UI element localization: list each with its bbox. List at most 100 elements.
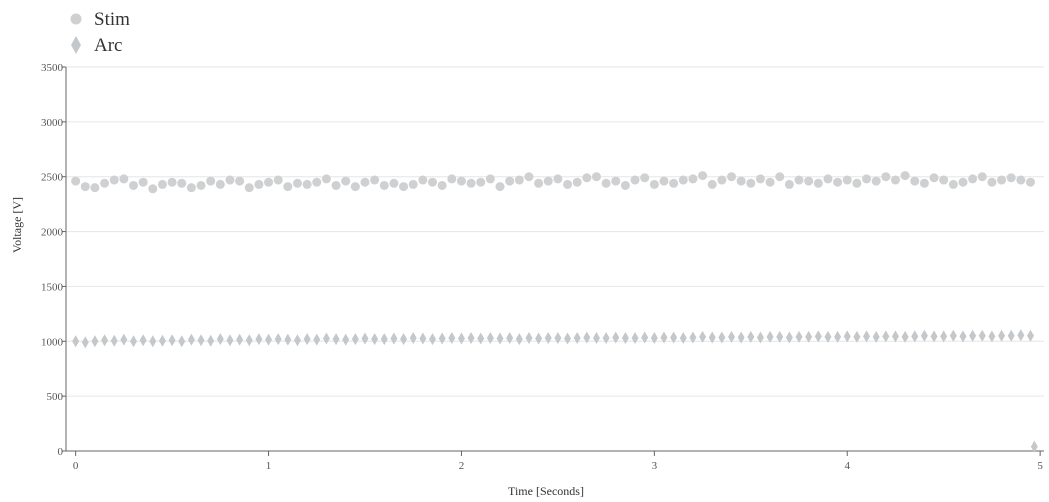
stim-point [784, 179, 794, 189]
arc-point [814, 330, 822, 343]
stim-point [206, 176, 216, 186]
arc-point [1017, 329, 1025, 342]
arc-point [72, 335, 80, 348]
arc-point [101, 334, 109, 347]
stim-point [514, 175, 524, 185]
x-tick-label: 5 [1037, 460, 1043, 472]
stim-point [659, 176, 669, 186]
stim-point [987, 177, 997, 187]
arc-point [496, 332, 504, 345]
stim-point [900, 171, 910, 181]
arc-point [515, 333, 523, 346]
grid-lines [66, 66, 1044, 397]
y-tick-label: 3000 [41, 117, 64, 129]
stim-point [292, 178, 302, 188]
arc-point [959, 330, 967, 343]
arc-point [535, 332, 543, 345]
stim-point [948, 179, 958, 189]
stim-point [119, 174, 129, 184]
stim-point [929, 173, 939, 183]
arc-point [843, 330, 851, 343]
stim-point [794, 175, 804, 185]
arc-point [477, 332, 485, 345]
arc-point [660, 331, 668, 344]
stim-point [456, 176, 466, 186]
stim-point [157, 179, 167, 189]
y-tick-label: 2000 [41, 227, 64, 239]
arc-point [187, 333, 195, 346]
arc-point [313, 333, 321, 346]
stim-point [833, 177, 843, 187]
arc-point [390, 332, 398, 345]
arc-point [930, 330, 938, 343]
arc-point [168, 334, 176, 347]
y-tick-label: 500 [47, 391, 64, 403]
arc-point [448, 331, 456, 344]
stim-point [553, 174, 563, 184]
arc-point [1026, 329, 1034, 342]
legend-item-stim: Stim [70, 9, 130, 30]
stim-point [910, 176, 920, 186]
stim-point [196, 180, 206, 190]
arc-point [708, 331, 716, 344]
x-axis-label: Time [Seconds] [508, 484, 584, 498]
arc-point [255, 333, 263, 346]
x-tick-label: 2 [459, 460, 465, 472]
x-tick-label: 0 [73, 460, 79, 472]
arc-point [901, 330, 909, 343]
y-tick-label: 1000 [41, 336, 64, 348]
arc-point [486, 331, 494, 344]
stim-point [428, 177, 438, 187]
stim-point [852, 178, 862, 188]
stim-point [90, 183, 100, 193]
arc-point [544, 331, 552, 344]
y-tick-label: 0 [58, 446, 64, 458]
stim-point [823, 174, 833, 184]
stim-point [1006, 173, 1016, 183]
stim-point [755, 174, 765, 184]
stim-point [968, 174, 978, 184]
stim-point [890, 175, 900, 185]
stim-point [543, 176, 553, 186]
arc-point [1030, 440, 1038, 453]
arc-point [130, 335, 138, 348]
arc-point [197, 334, 205, 347]
y-tick-label: 1500 [41, 281, 64, 293]
arc-point [216, 333, 224, 346]
stim-point [649, 179, 659, 189]
arc-point [583, 331, 591, 344]
arc-point [766, 330, 774, 343]
stim-point [80, 182, 90, 192]
arc-point [554, 331, 562, 344]
arc-point [265, 333, 273, 346]
stim-point [302, 179, 312, 189]
stim-point [418, 175, 428, 185]
stim-point [563, 179, 573, 189]
stim-point [244, 183, 254, 193]
stim-point [630, 175, 640, 185]
stim-point [129, 180, 139, 190]
arc-point [824, 330, 832, 343]
arc-point [506, 331, 514, 344]
stim-point [804, 176, 814, 186]
arc-point [882, 330, 890, 343]
stim-point [399, 182, 409, 192]
stim-point [109, 175, 119, 185]
arc-point [785, 331, 793, 344]
legend-label-stim: Stim [94, 9, 130, 30]
y-tick-label: 2500 [41, 172, 64, 184]
arc-point [361, 332, 369, 345]
x-tick-label: 4 [844, 460, 850, 472]
stim-point [1016, 175, 1026, 185]
legend-marker-stim [70, 13, 82, 25]
stim-point [138, 177, 148, 187]
stim-point [620, 180, 630, 190]
stim-point [215, 179, 225, 189]
arc-point [332, 333, 340, 346]
y-axis-label: Voltage [V] [10, 197, 24, 253]
stim-point [379, 180, 389, 190]
arc-point [303, 333, 311, 346]
arc-point [419, 332, 427, 345]
arc-point [920, 329, 928, 342]
arc-point [1007, 329, 1015, 342]
